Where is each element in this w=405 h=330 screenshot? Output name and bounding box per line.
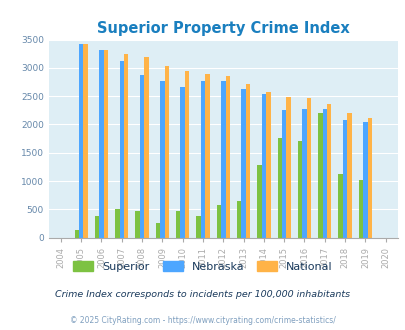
Bar <box>347 113 351 238</box>
Bar <box>79 44 83 238</box>
Bar <box>156 223 160 238</box>
Bar <box>176 211 180 238</box>
Bar <box>326 104 331 238</box>
Bar <box>245 84 249 238</box>
Bar <box>302 109 306 238</box>
Bar <box>75 230 79 238</box>
Bar <box>338 174 342 238</box>
Bar <box>266 92 270 238</box>
Bar <box>220 82 225 238</box>
Bar <box>257 165 261 238</box>
Bar <box>367 118 371 238</box>
Bar <box>144 57 148 238</box>
Bar <box>205 74 209 238</box>
Text: © 2025 CityRating.com - https://www.cityrating.com/crime-statistics/: © 2025 CityRating.com - https://www.city… <box>70 316 335 325</box>
Bar <box>135 211 139 238</box>
Bar <box>225 76 230 238</box>
Bar <box>160 82 164 238</box>
Bar <box>104 50 108 238</box>
Bar <box>164 66 169 238</box>
Bar <box>318 113 322 238</box>
Bar <box>237 201 241 238</box>
Bar <box>200 82 205 238</box>
Bar <box>306 98 311 238</box>
Bar <box>180 87 185 238</box>
Bar <box>196 216 200 238</box>
Bar <box>115 209 119 238</box>
Bar <box>286 97 290 238</box>
Bar <box>216 205 220 238</box>
Bar <box>241 89 245 238</box>
Bar <box>139 75 144 238</box>
Bar <box>185 71 189 238</box>
Bar <box>362 122 367 238</box>
Bar <box>281 110 286 238</box>
Bar <box>277 138 281 238</box>
Bar <box>124 54 128 238</box>
Bar <box>95 216 99 238</box>
Bar <box>322 109 326 238</box>
Bar <box>342 120 347 238</box>
Bar <box>358 181 362 238</box>
Bar <box>83 44 87 238</box>
Text: Crime Index corresponds to incidents per 100,000 inhabitants: Crime Index corresponds to incidents per… <box>55 290 350 299</box>
Bar <box>99 50 104 238</box>
Title: Superior Property Crime Index: Superior Property Crime Index <box>97 21 349 36</box>
Bar <box>261 94 266 238</box>
Bar <box>119 60 124 238</box>
Bar <box>297 141 301 238</box>
Legend: Superior, Nebraska, National: Superior, Nebraska, National <box>68 256 337 276</box>
